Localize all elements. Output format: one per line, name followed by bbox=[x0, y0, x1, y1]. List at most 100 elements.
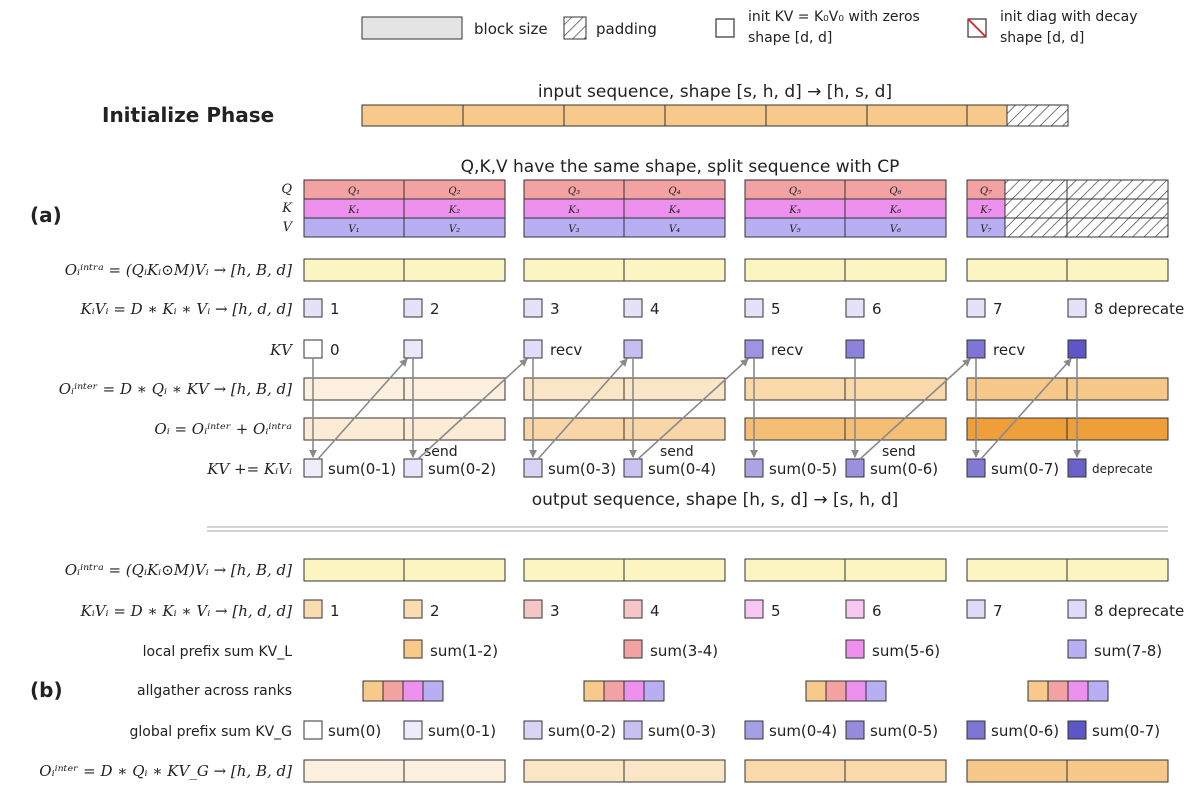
b-global-prefix-label: sum(0) bbox=[328, 722, 381, 740]
input-sequence-filled bbox=[361, 104, 1008, 127]
v-cell-label: V₇ bbox=[980, 224, 991, 235]
b-allgather-cell bbox=[603, 680, 625, 702]
kv-sum-square bbox=[1067, 458, 1087, 478]
padding-cell bbox=[1004, 217, 1068, 238]
kv-label: recv bbox=[550, 341, 582, 359]
q-cell-label: Q₁ bbox=[348, 186, 360, 197]
b-kv-i-square bbox=[403, 599, 423, 619]
kv-i-label: 2 bbox=[430, 300, 440, 318]
kv-sum-square bbox=[403, 458, 423, 478]
b-allgather-cell bbox=[865, 680, 887, 702]
o-inter-row bbox=[303, 377, 1169, 401]
legend-init-diag-slash bbox=[967, 18, 987, 38]
b-allgather-row bbox=[362, 680, 1109, 702]
row-label-o-sum: Oᵢ = Oᵢⁱⁿᵗᵉʳ + Oᵢⁱⁿᵗʳᵃ bbox=[154, 420, 292, 438]
send-labels: send send send bbox=[424, 444, 916, 460]
b-local-prefix-label: sum(1-2) bbox=[430, 642, 498, 660]
kv-row: 0 recv recv recv bbox=[303, 339, 1087, 359]
v-cell-label: V₁ bbox=[348, 224, 359, 235]
k-cell-label: K₄ bbox=[668, 205, 680, 216]
padding-cell bbox=[1004, 179, 1068, 200]
kv-square bbox=[403, 339, 423, 359]
kv-i-label: 4 bbox=[650, 300, 660, 318]
padding-cell bbox=[1066, 179, 1169, 200]
b-kv-i-label: 8 deprecate bbox=[1094, 602, 1184, 620]
b-row-label-global-prefix: global prefix sum KV_G bbox=[129, 724, 292, 740]
b-local-prefix-row: sum(1-2) sum(3-4) sum(5-6) sum(7-8) bbox=[403, 639, 1162, 660]
k-cell-label: K₂ bbox=[448, 205, 460, 216]
kv-i-square bbox=[966, 298, 986, 318]
b-allgather-cell bbox=[1027, 680, 1049, 702]
row-label-kv-update: KV += KᵢVᵢ bbox=[206, 460, 292, 478]
kv-i-label: 7 bbox=[993, 300, 1003, 318]
kv-sum-label: sum(0-2) bbox=[428, 460, 496, 478]
b-kv-i-row: 1 2 3 4 5 6 7 8 deprecate bbox=[303, 599, 1184, 620]
b-global-prefix-square bbox=[966, 720, 986, 740]
k-cell-label: K₇ bbox=[979, 205, 991, 216]
b-kv-i-label: 1 bbox=[330, 602, 340, 620]
kv-sum-square bbox=[966, 458, 986, 478]
padding-cell bbox=[1004, 198, 1068, 219]
kv-i-square bbox=[1067, 298, 1087, 318]
b-kv-i-square bbox=[303, 599, 323, 619]
kv-square bbox=[966, 339, 986, 359]
b-o-inter-row bbox=[303, 759, 1169, 783]
legend-init-kv-line1: init KV = K₀V₀ with zeros bbox=[748, 9, 920, 25]
b-o-intra-row bbox=[303, 558, 1169, 582]
b-global-prefix-label: sum(0-3) bbox=[648, 722, 716, 740]
row-label-v: V bbox=[283, 220, 294, 235]
b-local-prefix-label: sum(3-4) bbox=[650, 642, 718, 660]
b-global-prefix-square bbox=[623, 720, 643, 740]
b-kv-i-label: 5 bbox=[771, 602, 781, 620]
b-kv-i-square bbox=[845, 599, 865, 619]
kv-sum-square bbox=[523, 458, 543, 478]
kv-i-label: 1 bbox=[330, 300, 340, 318]
b-kv-i-square bbox=[623, 599, 643, 619]
b-global-prefix-label: sum(0-7) bbox=[1092, 722, 1160, 740]
q-cell-label: Q₂ bbox=[448, 186, 460, 197]
input-sequence-label: input sequence, shape [s, h, d] → [h, s,… bbox=[538, 82, 892, 102]
v-cell-label: V₃ bbox=[568, 224, 579, 235]
b-allgather-cell bbox=[382, 680, 404, 702]
kv-square bbox=[1067, 339, 1087, 359]
kv-diag-arrow bbox=[537, 358, 628, 460]
b-global-prefix-square bbox=[845, 720, 865, 740]
legend-padding-label: padding bbox=[596, 20, 657, 38]
kv-i-square bbox=[744, 298, 764, 318]
kv-sum-label: sum(0-7) bbox=[991, 460, 1059, 478]
row-label-kv-i: KᵢVᵢ = D ∗ Kᵢ ∗ Vᵢ → [h, d, d] bbox=[80, 300, 293, 318]
qkv-blocks: Q₁ Q₂ Q₃ Q₄ Q₅ Q₆ Q₇ K₁ K₂ K₃ K₄ K₅ K₆ K₇ V₁ V₂ V₃ V₄ V₅ V₆… bbox=[303, 179, 1169, 238]
kv-sum-square bbox=[303, 458, 323, 478]
send-label: send bbox=[660, 444, 694, 460]
phase-title: Initialize Phase bbox=[102, 103, 274, 127]
kv-square bbox=[845, 339, 865, 359]
b-allgather-cell bbox=[1087, 680, 1109, 702]
kv-label: recv bbox=[771, 341, 803, 359]
panel-b-tag: (b) bbox=[30, 678, 63, 702]
b-global-prefix-label: sum(0-1) bbox=[428, 722, 496, 740]
b-global-prefix-label: sum(0-5) bbox=[870, 722, 938, 740]
row-label-q: Q bbox=[281, 182, 292, 197]
b-kv-i-square bbox=[744, 599, 764, 619]
kv-sum-square bbox=[845, 458, 865, 478]
b-kv-i-square bbox=[1067, 599, 1087, 619]
b-kv-i-label: 2 bbox=[430, 602, 440, 620]
q-cell-label: Q₄ bbox=[668, 186, 680, 197]
b-global-prefix-label: sum(0-4) bbox=[769, 722, 837, 740]
kv-sum-row: sum(0-1) sum(0-2) sum(0-3) sum(0-4) sum(0-5)… bbox=[303, 458, 1153, 478]
legend-init-kv-swatch bbox=[715, 18, 735, 38]
kv-i-square bbox=[303, 298, 323, 318]
b-local-prefix-square bbox=[623, 639, 643, 659]
q-cell-label: Q₅ bbox=[789, 186, 801, 197]
row-label-k: K bbox=[281, 201, 293, 216]
b-kv-i-label: 7 bbox=[993, 602, 1003, 620]
k-cell-label: K₃ bbox=[567, 205, 579, 216]
k-cell-label: K₁ bbox=[347, 205, 359, 216]
b-kv-i-label: 4 bbox=[650, 602, 660, 620]
v-cell-label: V₆ bbox=[890, 224, 901, 235]
kv-diag-arrow bbox=[417, 358, 528, 460]
padding-cell bbox=[1066, 217, 1169, 238]
kv-diag-arrow bbox=[317, 358, 408, 460]
kv-i-label: 8 deprecate bbox=[1094, 300, 1184, 318]
